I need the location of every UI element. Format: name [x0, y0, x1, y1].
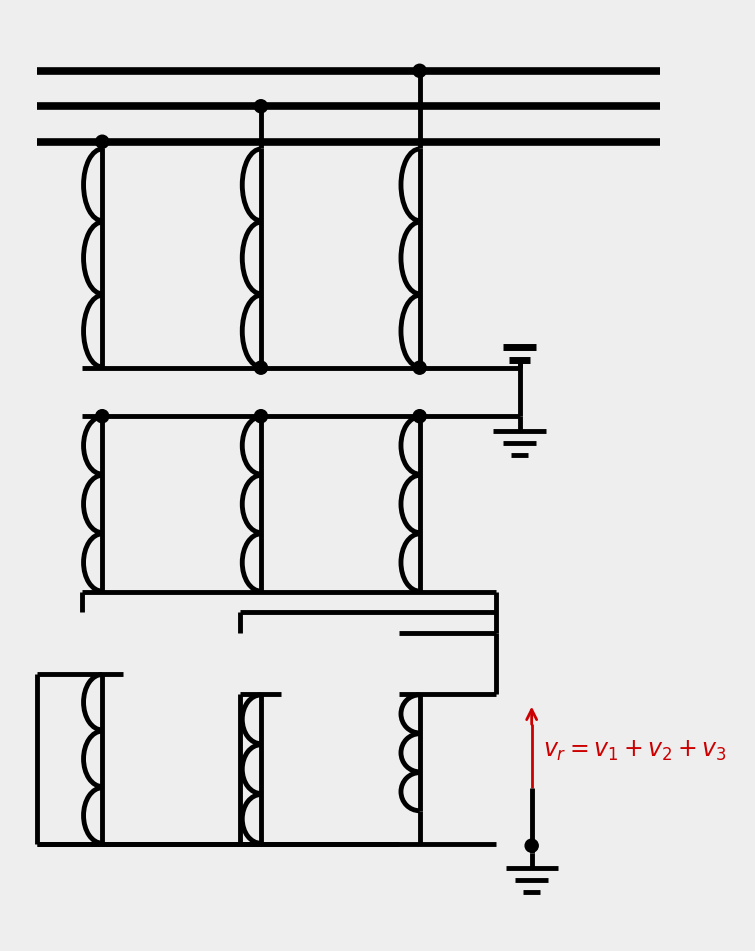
Circle shape — [413, 65, 426, 77]
Circle shape — [525, 839, 538, 852]
Circle shape — [413, 410, 426, 423]
Circle shape — [96, 135, 109, 148]
Circle shape — [254, 410, 267, 423]
Circle shape — [96, 410, 109, 423]
Circle shape — [254, 361, 267, 374]
Circle shape — [254, 100, 267, 113]
Text: $v_r = v_1 + v_2 + v_3$: $v_r = v_1 + v_2 + v_3$ — [543, 738, 727, 763]
Circle shape — [413, 361, 426, 374]
